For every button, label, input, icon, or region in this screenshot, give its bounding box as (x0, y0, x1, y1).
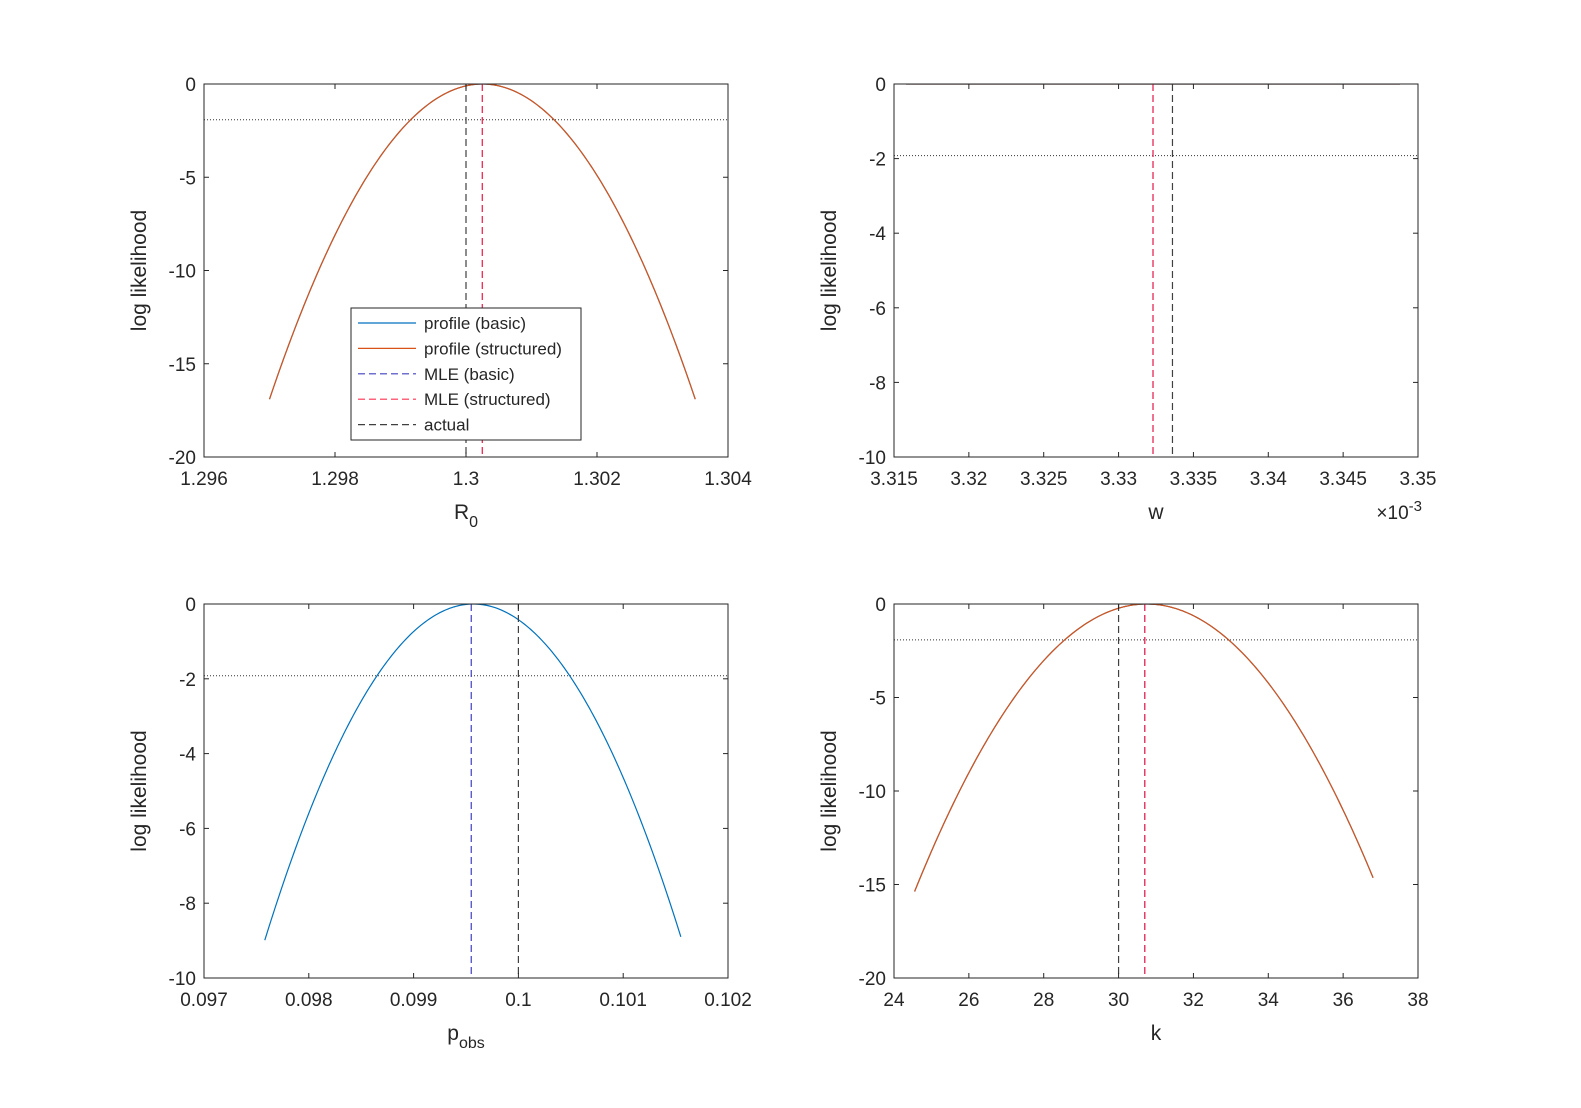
subplot-1: 1.296 1.298 1.3 1.302 1.304-20-15-10-50R0log… (128, 75, 752, 531)
x-tick-label: 3.315 (870, 469, 918, 490)
y-tick-label: -6 (179, 819, 196, 840)
y-axis-label: log likelihood (128, 210, 151, 331)
x-tick-label: 1.3 (453, 469, 479, 490)
y-tick-label: -6 (869, 299, 886, 320)
y-tick-label: -10 (859, 448, 886, 469)
x-tick-label: 36 (1333, 990, 1354, 1011)
x-tick-label: 0.102 (704, 990, 752, 1011)
x-tick-label: 1.298 (311, 469, 359, 490)
x-tick-label: 0.099 (390, 990, 438, 1011)
y-tick-label: -20 (859, 969, 886, 990)
plot-area (204, 604, 728, 978)
x-tick-label: 1.296 (180, 469, 228, 490)
legend-label: profile (structured) (424, 339, 562, 358)
x-tick-label: 3.33 (1100, 469, 1137, 490)
x-tick-label: 0.097 (180, 990, 228, 1011)
legend: profile (basic) profile (structured) MLE (… (350, 307, 582, 441)
x-axis-label: k (1151, 1022, 1162, 1045)
x-tick-label: 34 (1258, 990, 1280, 1011)
legend-label: MLE (structured) (424, 390, 551, 409)
y-tick-label: -8 (179, 894, 196, 915)
x-tick-label: 3.35 (1400, 469, 1437, 490)
x-tick-label: 0.098 (285, 990, 333, 1011)
x-tick-label: 3.34 (1250, 469, 1287, 490)
plot-area (894, 84, 1418, 457)
x-tick-label: 3.335 (1170, 469, 1218, 490)
y-tick-label: -4 (869, 224, 886, 245)
x-axis-label-subscript: 0 (469, 514, 478, 531)
x-tick-label: 1.302 (573, 469, 621, 490)
y-tick-label: -15 (169, 355, 196, 376)
x-tick-label: 26 (958, 990, 979, 1011)
y-tick-label: -10 (859, 782, 886, 803)
axes-box (203, 603, 729, 979)
y-tick-label: 0 (875, 595, 886, 616)
plot-content (204, 604, 728, 978)
x-tick-label: 32 (1183, 990, 1204, 1011)
x-axis-label: w (1147, 501, 1164, 524)
x-axis-exponent: ×10-3 (1376, 498, 1422, 524)
y-tick-label: -2 (869, 150, 886, 171)
legend-label: MLE (basic) (424, 365, 515, 384)
y-tick-label: -5 (869, 689, 886, 710)
legend-box (350, 307, 582, 441)
y-tick-label: -10 (169, 969, 196, 990)
x-tick-label: 24 (883, 990, 905, 1011)
x-axis-label: pobs (447, 1022, 484, 1052)
y-tick-label: 0 (875, 75, 886, 96)
y-tick-label: -4 (179, 745, 196, 766)
legend-label: actual (424, 416, 469, 435)
subplot-2: 3.315 3.32 3.325 3.33 3.335 3.34 3.345 3.35 -10 -… (818, 75, 1436, 524)
y-tick-label: -15 (859, 876, 886, 897)
series-profile-structured (268, 84, 696, 400)
legend-label: profile (basic) (424, 314, 526, 333)
x-tick-label: 0.1 (505, 990, 531, 1011)
y-tick-label: 0 (185, 595, 196, 616)
y-tick-label: -8 (869, 373, 886, 394)
subplot-3: 0.097 0.098 0.099 0.1 0.101 0.102 -10 -8 -6 -4 -2 0… (128, 595, 752, 1052)
x-tick-label: 28 (1033, 990, 1054, 1011)
y-tick-label: -2 (179, 670, 196, 691)
x-tick-label: 3.325 (1020, 469, 1068, 490)
y-tick-label: -5 (179, 168, 196, 189)
y-axis-label: log likelihood (128, 730, 151, 851)
x-tick-label: 3.345 (1319, 469, 1367, 490)
series-profile-basic (264, 604, 682, 941)
x-tick-label: 30 (1108, 990, 1129, 1011)
y-axis-label: log likelihood (818, 730, 841, 851)
subplot-4: 24 26 28 30 32 34 36 38 -20 -15 -10 -5 0 k log likelih… (818, 595, 1429, 1045)
y-tick-label: -20 (169, 448, 196, 469)
y-tick-label: 0 (185, 75, 196, 96)
x-tick-label: 3.32 (950, 469, 987, 490)
x-tick-label: 0.101 (599, 990, 647, 1011)
x-tick-label: 38 (1407, 990, 1428, 1011)
y-tick-label: -10 (169, 262, 196, 283)
plot-content (894, 84, 1418, 457)
plot-area (894, 604, 1418, 978)
x-axis-label: R0 (454, 501, 478, 531)
axes-box (893, 83, 1419, 458)
y-axis-label: log likelihood (818, 210, 841, 331)
x-axis-label-subscript: obs (459, 1035, 485, 1052)
x-tick-label: 1.304 (704, 469, 752, 490)
